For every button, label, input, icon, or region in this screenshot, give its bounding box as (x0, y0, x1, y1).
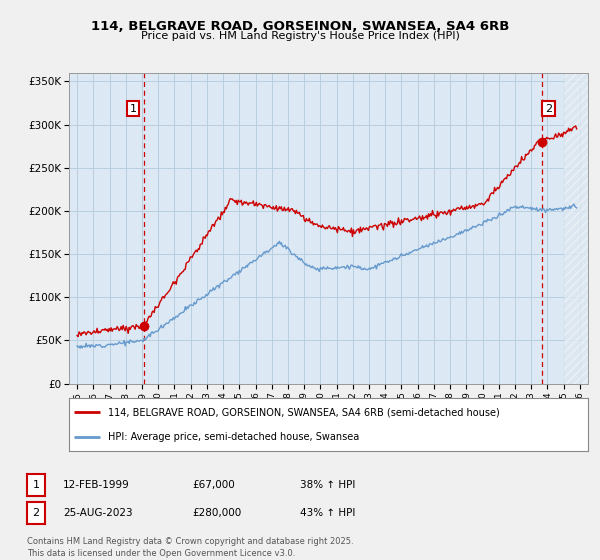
Text: £67,000: £67,000 (192, 480, 235, 490)
Text: Price paid vs. HM Land Registry's House Price Index (HPI): Price paid vs. HM Land Registry's House … (140, 31, 460, 41)
Text: 25-AUG-2023: 25-AUG-2023 (63, 508, 133, 518)
Bar (563, 73, 600, 384)
Text: 1: 1 (32, 480, 40, 490)
Text: 12-FEB-1999: 12-FEB-1999 (63, 480, 130, 490)
Text: £280,000: £280,000 (192, 508, 241, 518)
Text: 114, BELGRAVE ROAD, GORSEINON, SWANSEA, SA4 6RB: 114, BELGRAVE ROAD, GORSEINON, SWANSEA, … (91, 20, 509, 32)
Text: 38% ↑ HPI: 38% ↑ HPI (300, 480, 355, 490)
Text: 2: 2 (545, 104, 552, 114)
Text: 43% ↑ HPI: 43% ↑ HPI (300, 508, 355, 518)
Text: 2: 2 (32, 508, 40, 518)
Text: HPI: Average price, semi-detached house, Swansea: HPI: Average price, semi-detached house,… (108, 432, 359, 442)
Text: 1: 1 (130, 104, 136, 114)
Text: Contains HM Land Registry data © Crown copyright and database right 2025.
This d: Contains HM Land Registry data © Crown c… (27, 537, 353, 558)
Bar (563, 73, 600, 384)
Text: 114, BELGRAVE ROAD, GORSEINON, SWANSEA, SA4 6RB (semi-detached house): 114, BELGRAVE ROAD, GORSEINON, SWANSEA, … (108, 408, 500, 418)
